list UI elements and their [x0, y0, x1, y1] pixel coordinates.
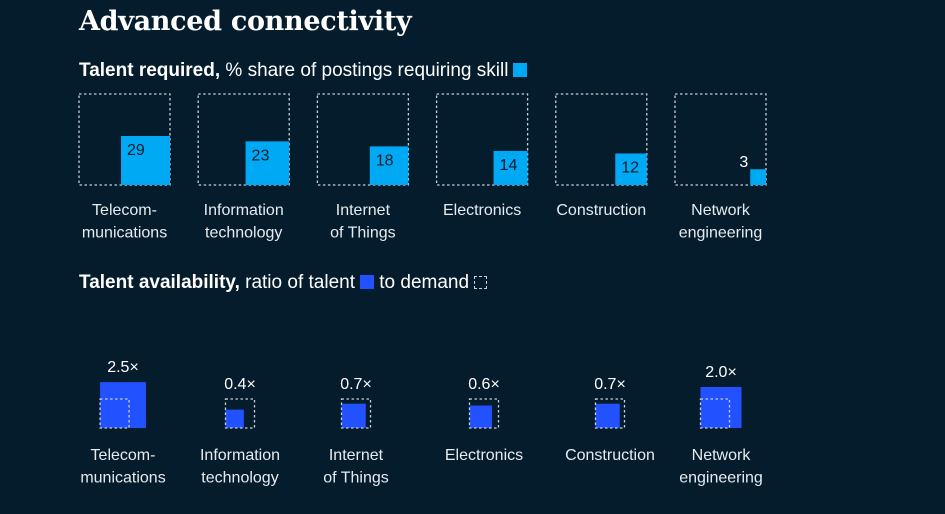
demand-box: [594, 398, 626, 429]
chart-title: Advanced connectivity: [79, 6, 412, 37]
demand-box: [468, 398, 500, 429]
talent-availability-heading-mid: ratio of talent: [239, 272, 355, 293]
availability-value-label: 0.7×: [340, 376, 372, 393]
required-bar: [493, 150, 528, 185]
required-total-box: [197, 93, 290, 186]
required-value-label: 14: [500, 157, 518, 174]
required-bar: [369, 146, 409, 185]
availability-bar: [100, 382, 146, 428]
required-category-label-1: Information technology: [204, 202, 284, 242]
required-total-box: [435, 93, 529, 186]
availability-value-label: 0.7×: [594, 376, 626, 393]
required-bar: [750, 169, 766, 185]
talent-required-legend-swatch: [513, 63, 528, 77]
demand-box: [699, 398, 731, 429]
required-category-label-5: Network engineering: [679, 202, 763, 242]
availability-bar: [700, 386, 742, 428]
availability-value-label: 0.6×: [468, 376, 500, 393]
availability-category-label-5: Network engineering: [679, 447, 763, 487]
required-value-label: 23: [252, 147, 270, 164]
required-total-box: [555, 93, 648, 186]
talent-availability-heading: Talent availability, ratio of talent to …: [79, 272, 488, 294]
availability-category-label-3: Electronics: [445, 447, 523, 464]
demand-legend-swatch: [474, 276, 488, 289]
availability-category-label-1: Information technology: [200, 447, 280, 487]
availability-bar: [469, 405, 492, 428]
availability-bar: [341, 403, 366, 428]
availability-bar: [595, 403, 620, 428]
required-value-label: 3: [739, 154, 748, 171]
availability-category-label-4: Construction: [565, 447, 655, 464]
availability-value-label: 2.5×: [107, 359, 139, 376]
availability-category-label-2: Internet of Things: [323, 447, 389, 487]
demand-box: [224, 398, 256, 429]
talent-availability-heading-bold: Talent availability,: [79, 272, 240, 293]
talent-required-heading-bold: Talent required,: [79, 60, 221, 81]
required-category-label-0: Telecom-munications: [82, 202, 167, 242]
required-bar: [245, 141, 290, 185]
required-bar: [120, 135, 170, 185]
demand-box: [99, 398, 130, 429]
availability-value-label: 0.4×: [224, 376, 256, 393]
required-value-label: 12: [621, 159, 639, 176]
demand-box: [340, 398, 372, 429]
talent-required-heading-rest: % share of postings requiring skill: [220, 60, 509, 81]
availability-category-label-0: Telecom-munications: [80, 447, 165, 487]
required-value-label: 29: [127, 142, 145, 159]
availability-value-label: 2.0×: [705, 364, 737, 381]
required-category-label-2: Internet of Things: [330, 202, 396, 242]
required-bar: [615, 153, 647, 185]
required-category-label-4: Construction: [556, 202, 646, 219]
talent-availability-heading-end: to demand: [373, 272, 470, 293]
required-value-label: 18: [376, 152, 394, 169]
required-total-box: [316, 93, 410, 186]
required-category-label-3: Electronics: [443, 202, 521, 219]
availability-bar: [225, 409, 244, 428]
talent-availability-legend-swatch: [359, 275, 374, 289]
talent-required-heading: Talent required, % share of postings req…: [79, 60, 528, 82]
required-total-box: [674, 93, 767, 186]
